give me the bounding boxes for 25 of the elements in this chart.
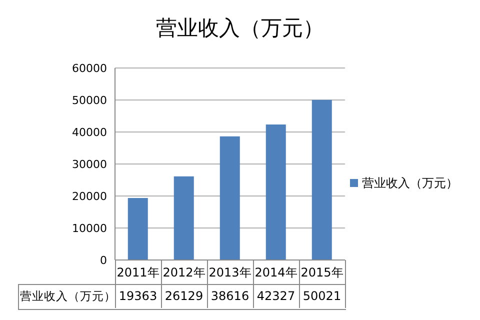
- bar: [128, 198, 148, 260]
- legend-label: 营业收入（万元）: [362, 176, 458, 190]
- y-tick-label: 50000: [72, 94, 107, 107]
- y-tick-label: 10000: [72, 222, 107, 235]
- data-label: 19363: [118, 289, 158, 303]
- x-tick-label: 2011年: [116, 266, 160, 280]
- y-tick-label: 40000: [72, 126, 107, 139]
- y-tick-label: 20000: [72, 190, 107, 203]
- bar: [174, 176, 194, 260]
- y-tick-label: 60000: [72, 62, 107, 75]
- data-label: 38616: [210, 289, 250, 303]
- chart-title: 营业收入（万元）: [155, 15, 325, 42]
- bar: [312, 100, 332, 260]
- x-tick-label: 2012年: [162, 266, 206, 280]
- x-tick-label: 2015年: [300, 266, 344, 280]
- x-tick-label: 2014年: [254, 266, 298, 280]
- bar: [266, 124, 286, 260]
- text: 营业收入（万元）: [20, 289, 116, 303]
- y-tick-label: 30000: [72, 158, 107, 171]
- bar: [220, 136, 240, 260]
- data-label: 26129: [164, 289, 204, 303]
- x-tick-label: 2013年: [208, 266, 252, 280]
- data-label: 50021: [302, 289, 342, 303]
- data-label: 42327: [256, 289, 296, 303]
- y-tick-label: 0: [100, 254, 107, 267]
